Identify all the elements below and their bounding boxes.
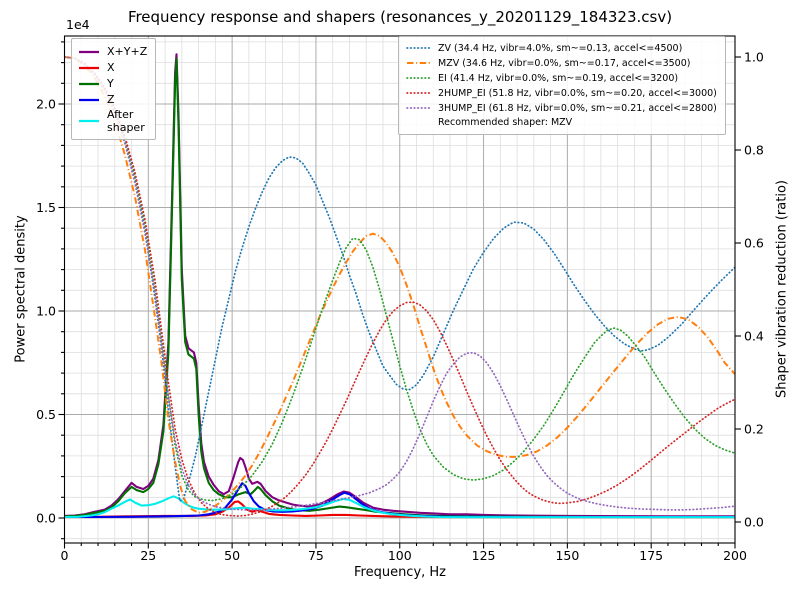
y-left-tick-label: 0.5	[36, 407, 56, 422]
legend-swatch	[79, 50, 99, 53]
y-axis-offset-text: 1e4	[66, 17, 90, 32]
x-tick-label: 175	[639, 548, 663, 563]
shaper-legend-label: 2HUMP_EI (51.8 Hz, vibr=0.0%, sm~=0.20, …	[438, 87, 717, 99]
legend-swatch	[79, 98, 99, 101]
y-right-tick-label: 1.0	[744, 49, 764, 64]
legend-swatch	[79, 82, 99, 85]
x-tick-label: 100	[388, 548, 412, 563]
y-right-tick-label: 0.6	[744, 235, 764, 250]
psd-legend-entry-y: Y	[78, 76, 147, 91]
y-left-tick-label: 1.0	[36, 303, 56, 318]
shaper-legend: ZV (34.4 Hz, vibr=4.0%, sm~=0.13, accel<…	[398, 36, 726, 136]
y-left-tick-label: 2.0	[36, 96, 56, 111]
psd-legend-entry-x: X	[78, 60, 147, 75]
y-left-tick-label: 0.0	[36, 510, 56, 525]
x-tick-label: 25	[140, 548, 156, 563]
shaper-legend-label: MZV (34.6 Hz, vibr=0.0%, sm~=0.17, accel…	[438, 57, 691, 69]
y-left-tick-label: 1.5	[36, 200, 56, 215]
chart-title: Frequency response and shapers (resonanc…	[127, 8, 673, 26]
shaper-series-mzv	[64, 56, 735, 514]
shaper-legend-entry-zv: ZV (34.4 Hz, vibr=4.0%, sm~=0.13, accel<…	[406, 41, 717, 56]
psd-legend-label: After shaper	[107, 108, 145, 134]
tick-labels-layer: 0 25 50 75 100 125 150 175 200 0.0 0.5 1.0 1.5 2.0 0.0…	[36, 49, 764, 563]
psd-legend-entry-z: Z	[78, 92, 147, 107]
legend-swatch	[407, 62, 431, 65]
ticks-layer	[58, 41, 741, 549]
psd-legend-label: Y	[107, 77, 114, 90]
x-axis-label: Frequency, Hz	[353, 565, 447, 580]
shaper-legend-entry-2hump_ei: 2HUMP_EI (51.8 Hz, vibr=0.0%, sm~=0.20, …	[406, 86, 717, 101]
x-tick-label: 200	[723, 548, 747, 563]
y-right-tick-label: 0.4	[744, 328, 764, 343]
x-tick-label: 150	[555, 548, 579, 563]
curves-layer	[64, 53, 735, 519]
shaper-series-ei	[64, 56, 735, 502]
recommended-shaper-row: Recommended shaper: MZV	[406, 115, 717, 130]
shaper-legend-label: ZV (34.4 Hz, vibr=4.0%, sm~=0.13, accel<…	[438, 42, 683, 54]
recommended-shaper-label: Recommended shaper: MZV	[438, 117, 573, 129]
legend-swatch	[406, 47, 432, 50]
psd-series-after-shaper	[64, 495, 735, 519]
legend-swatch	[79, 119, 99, 123]
y-right-tick-label: 0.8	[744, 142, 764, 157]
y-right-tick-label: 0.2	[744, 421, 764, 436]
psd-legend-entry-x-y-z: X+Y+Z	[78, 44, 147, 59]
legend-swatch	[406, 77, 432, 80]
shaper-legend-label: EI (41.4 Hz, vibr=0.0%, sm~=0.19, accel<…	[438, 72, 679, 84]
psd-legend-label: X+Y+Z	[107, 45, 148, 58]
shaper-series-3hump_ei	[64, 56, 735, 511]
x-tick-label: 125	[472, 548, 496, 563]
psd-legend-label: X	[107, 61, 115, 74]
psd-legend-entry-after-shaper: After shaper	[78, 108, 147, 134]
psd-series-x-y-z	[64, 53, 735, 518]
x-tick-label: 0	[61, 548, 69, 563]
x-tick-label: 75	[308, 548, 324, 563]
shaper-series-zv	[64, 56, 735, 502]
shaper-legend-label: 3HUMP_EI (61.8 Hz, vibr=0.0%, sm~=0.21, …	[438, 102, 717, 114]
shaper-legend-entry-mzv: MZV (34.6 Hz, vibr=0.0%, sm~=0.17, accel…	[406, 56, 717, 71]
shaper-legend-entry-3hump_ei: 3HUMP_EI (61.8 Hz, vibr=0.0%, sm~=0.21, …	[406, 101, 717, 116]
x-tick-label: 50	[224, 548, 240, 563]
legend-swatch	[406, 92, 432, 94]
legend-swatch	[79, 66, 99, 69]
psd-legend: X+Y+Z X Y Z After shaper	[71, 38, 157, 140]
shaper-series-2hump_ei	[64, 56, 735, 517]
psd-legend-label: Z	[107, 93, 115, 106]
y-right-tick-label: 0.0	[744, 514, 764, 529]
legend-swatch	[406, 107, 432, 109]
shaper-legend-entry-ei: EI (41.4 Hz, vibr=0.0%, sm~=0.19, accel<…	[406, 71, 717, 86]
